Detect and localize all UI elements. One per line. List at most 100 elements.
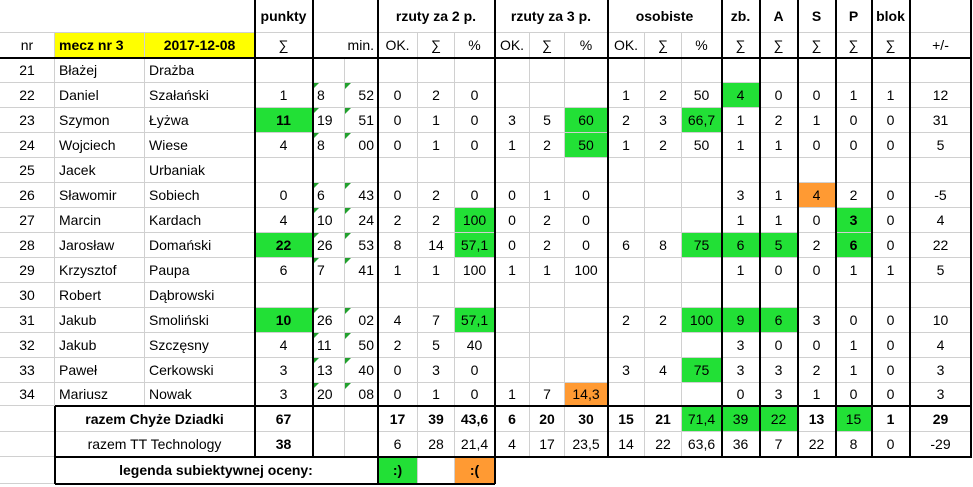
cell-blok: 0 xyxy=(872,358,910,383)
cell-sumf xyxy=(645,58,682,83)
cell-ok2: 0 xyxy=(378,108,418,133)
totals-pct2: 43,6 xyxy=(455,406,495,432)
cell-pct2 xyxy=(455,158,495,183)
border-line xyxy=(55,456,972,458)
comment-marker xyxy=(345,258,351,264)
cell-nr: 23 xyxy=(0,108,55,133)
cell-first: Jarosław xyxy=(55,233,145,258)
cell-blok: 0 xyxy=(872,133,910,158)
cell-ss: 08 xyxy=(345,383,378,406)
border-line xyxy=(835,0,837,457)
header-pm: +/- xyxy=(910,33,972,58)
border-line xyxy=(909,0,911,457)
totals-label: razem Chyże Dziadki xyxy=(55,406,255,432)
totals-ss xyxy=(345,432,378,457)
cell-ok3 xyxy=(495,333,530,358)
comment-marker xyxy=(345,208,351,214)
cell-ok3: 3 xyxy=(495,108,530,133)
cell-last: Domański xyxy=(145,233,255,258)
cell-pts: 1 xyxy=(255,83,313,108)
cell-ok2 xyxy=(378,58,418,83)
cell-ok2: 2 xyxy=(378,333,418,358)
cell-mm: 13 xyxy=(313,358,345,383)
cell-mm: 19 xyxy=(313,108,345,133)
cell-zb: 6 xyxy=(722,233,760,258)
border-line xyxy=(970,0,972,457)
header-rzuty-3: rzuty za 3 p. xyxy=(495,0,608,33)
cell-ok3 xyxy=(495,283,530,308)
cell-last: Urbaniak xyxy=(145,158,255,183)
cell-nr: 33 xyxy=(0,358,55,383)
cell-pm: 22 xyxy=(910,233,972,258)
cell-okf xyxy=(608,183,645,208)
comment-marker xyxy=(345,308,351,314)
cell-pct3 xyxy=(565,333,608,358)
cell-last: Szczęsny xyxy=(145,333,255,358)
cell-zb xyxy=(722,283,760,308)
cell-sum2: 7 xyxy=(418,308,455,333)
cell-okf xyxy=(608,258,645,283)
header-sum2: ∑ xyxy=(418,33,455,58)
cell-ok3: 1 xyxy=(495,258,530,283)
legend-gap xyxy=(418,457,455,484)
header-pctf: % xyxy=(682,33,722,58)
comment-marker xyxy=(313,358,319,364)
cell-blok: 1 xyxy=(872,83,910,108)
comment-marker xyxy=(345,233,351,239)
cell-pct3 xyxy=(565,83,608,108)
header-okf: OK. xyxy=(608,33,645,58)
header-sumf: ∑ xyxy=(645,33,682,58)
totals-mm xyxy=(313,406,345,432)
cell-first: Szymon xyxy=(55,108,145,133)
cell-pct2: 57,1 xyxy=(455,308,495,333)
cell-last: Paupa xyxy=(145,258,255,283)
cell-s: 0 xyxy=(798,83,836,108)
cell-pctf xyxy=(682,283,722,308)
cell-mm xyxy=(313,58,345,83)
cell-pctf xyxy=(682,333,722,358)
cell-pts xyxy=(255,283,313,308)
cell-p: 1 xyxy=(836,83,872,108)
header-blank xyxy=(313,0,378,33)
cell-sum3 xyxy=(530,283,565,308)
cell-s: 0 xyxy=(798,258,836,283)
cell-blok: 0 xyxy=(872,233,910,258)
cell-first: Mariusz xyxy=(55,383,145,406)
header-blank xyxy=(0,0,255,33)
cell-sum2: 2 xyxy=(418,183,455,208)
cell-sum2: 1 xyxy=(418,258,455,283)
totals-sum3: 20 xyxy=(530,406,565,432)
cell-okf xyxy=(608,58,645,83)
cell-sum3 xyxy=(530,83,565,108)
cell-sum2: 2 xyxy=(418,83,455,108)
cell-p: 0 xyxy=(836,383,872,406)
cell-zb: 9 xyxy=(722,308,760,333)
cell-sumf xyxy=(645,333,682,358)
cell-ok3: 0 xyxy=(495,233,530,258)
cell-ok2: 2 xyxy=(378,208,418,233)
cell-first: Krzysztof xyxy=(55,258,145,283)
border-line xyxy=(797,0,799,457)
cell-sum3: 5 xyxy=(530,108,565,133)
cell-mm: 6 xyxy=(313,183,345,208)
comment-marker xyxy=(313,208,319,214)
cell-ok2: 0 xyxy=(378,183,418,208)
cell-ss: 02 xyxy=(345,308,378,333)
cell-sumf: 3 xyxy=(645,108,682,133)
cell-pct3: 14,3 xyxy=(565,383,608,406)
cell-sum3: 2 xyxy=(530,133,565,158)
header-sum-s: ∑ xyxy=(798,33,836,58)
cell-pts xyxy=(255,158,313,183)
cell-s: 4 xyxy=(798,183,836,208)
cell-a: 0 xyxy=(760,258,798,283)
cell-pts: 3 xyxy=(255,358,313,383)
cell-mm xyxy=(313,158,345,183)
totals-pts: 38 xyxy=(255,432,313,457)
totals-label: razem TT Technology xyxy=(55,432,255,457)
cell-a: 2 xyxy=(760,108,798,133)
comment-marker xyxy=(345,358,351,364)
cell-p: 1 xyxy=(836,358,872,383)
cell-first: Sławomir xyxy=(55,183,145,208)
header-pct3: % xyxy=(565,33,608,58)
cell-ss: 51 xyxy=(345,108,378,133)
